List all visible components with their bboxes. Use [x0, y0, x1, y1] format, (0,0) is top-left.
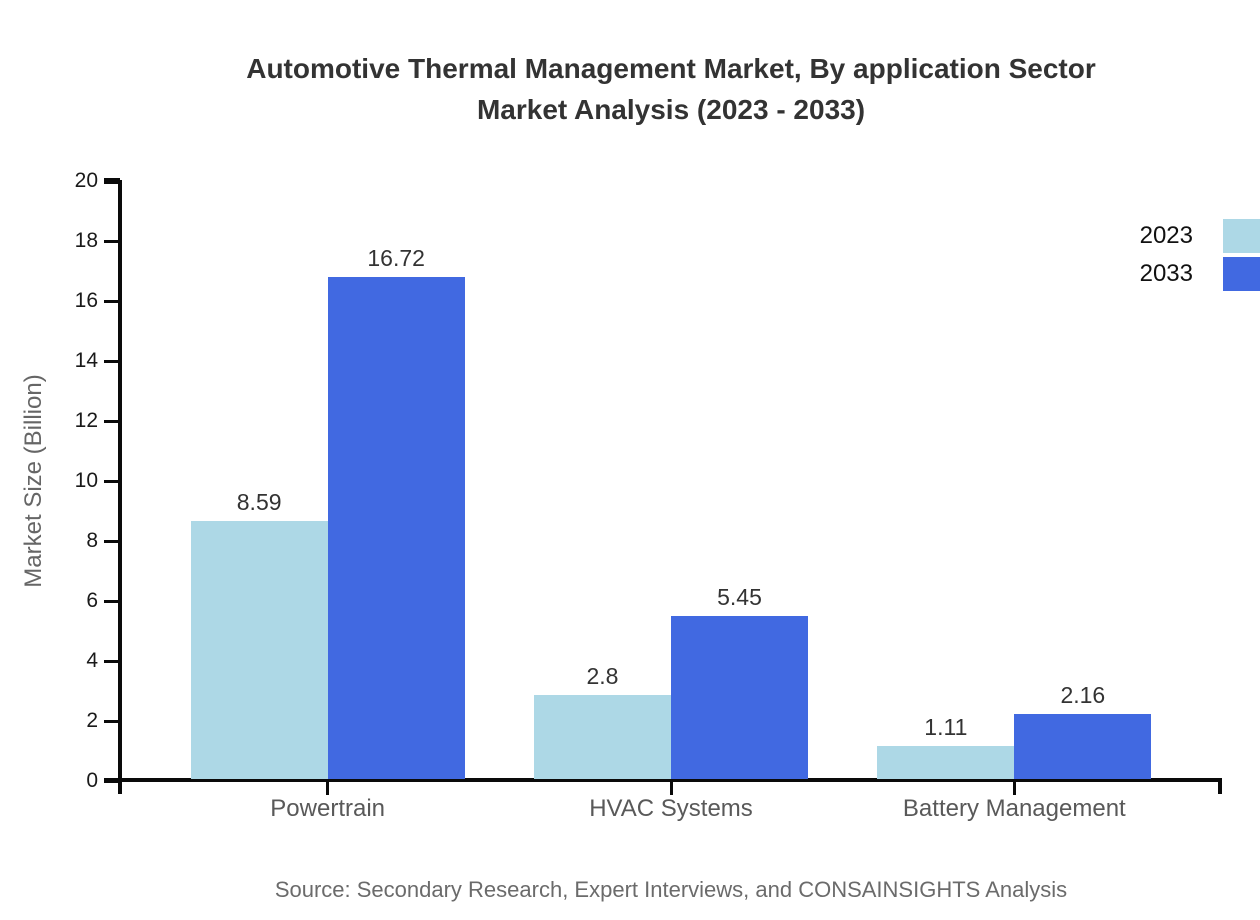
bar-value-label: 8.59	[236, 489, 282, 516]
bar-2023-battery-management	[877, 745, 1015, 779]
bar-2033-hvac-systems	[671, 615, 808, 779]
y-axis-tick-label: 16	[74, 289, 98, 312]
x-axis-tick	[1012, 781, 1016, 795]
y-axis-line	[118, 180, 122, 794]
y-axis-tick	[104, 599, 120, 603]
legend-swatch-2023-icon	[1223, 219, 1260, 253]
y-axis-tick	[104, 299, 120, 303]
y-axis-tick-label: 12	[74, 409, 98, 432]
bar-value-label: 2.16	[1060, 682, 1106, 709]
plot-area: 0 2 4 6 8 10 12 14 16 18 20 Powertrain 8.59 16.72 HVAC…	[75, 169, 1222, 822]
bar-2033-battery-management	[1014, 714, 1152, 779]
x-axis-tick	[669, 781, 673, 795]
bar-2023-powertrain	[190, 521, 328, 779]
legend-swatch-2033-icon	[1223, 257, 1260, 291]
y-axis-tick-label: 0	[86, 769, 98, 792]
bar-value-label: 16.72	[367, 245, 425, 272]
y-axis-tick-label: 18	[74, 229, 98, 252]
legend-label-2023: 2023	[1139, 222, 1193, 249]
chart-title-line1: Automotive Thermal Management Market, By…	[246, 53, 1096, 84]
chart-title-line2: Market Analysis (2023 - 2033)	[476, 94, 866, 125]
y-axis-tick	[104, 719, 120, 723]
bar-value-label: 1.11	[924, 713, 968, 740]
x-axis-line	[104, 778, 1222, 782]
category-label: Battery Management	[902, 795, 1126, 822]
chart-title: Automotive Thermal Management Market, By…	[120, 48, 1222, 130]
legend-item-2033: 2033	[1140, 257, 1260, 291]
y-axis-tick	[104, 239, 120, 243]
y-axis-tick-label: 20	[74, 169, 98, 192]
x-axis-endcap	[1218, 778, 1222, 794]
y-axis-tick	[104, 178, 120, 184]
y-axis-tick	[104, 779, 120, 783]
bar-value-label: 2.8	[586, 663, 619, 689]
legend-label-2033: 2033	[1139, 260, 1193, 287]
y-axis-tick	[104, 539, 120, 543]
category-label: HVAC Systems	[589, 795, 753, 822]
y-axis-tick-label: 10	[74, 469, 98, 492]
y-axis-tick	[104, 419, 120, 423]
x-axis-tick	[326, 781, 330, 795]
bar-2023-hvac-systems	[534, 695, 671, 779]
legend-item-2023: 2023	[1140, 219, 1260, 253]
y-axis-tick	[104, 479, 120, 483]
bar-value-label: 5.45	[717, 583, 762, 610]
y-axis-tick-label: 2	[86, 709, 98, 732]
y-axis-tick-label: 4	[86, 649, 98, 672]
y-axis-tick	[104, 659, 120, 663]
y-axis-tick	[104, 359, 120, 363]
y-axis-title: Market Size (Billion)	[20, 374, 47, 588]
bar-2033-powertrain	[327, 277, 465, 779]
category-label: Powertrain	[270, 795, 386, 822]
y-axis-tick-label: 14	[74, 349, 98, 372]
y-axis-tick-label: 8	[86, 529, 98, 552]
y-axis-tick-label: 6	[86, 589, 98, 612]
source-note: Source: Secondary Research, Expert Inter…	[274, 877, 1068, 902]
legend: 2023 2033	[1140, 219, 1260, 295]
